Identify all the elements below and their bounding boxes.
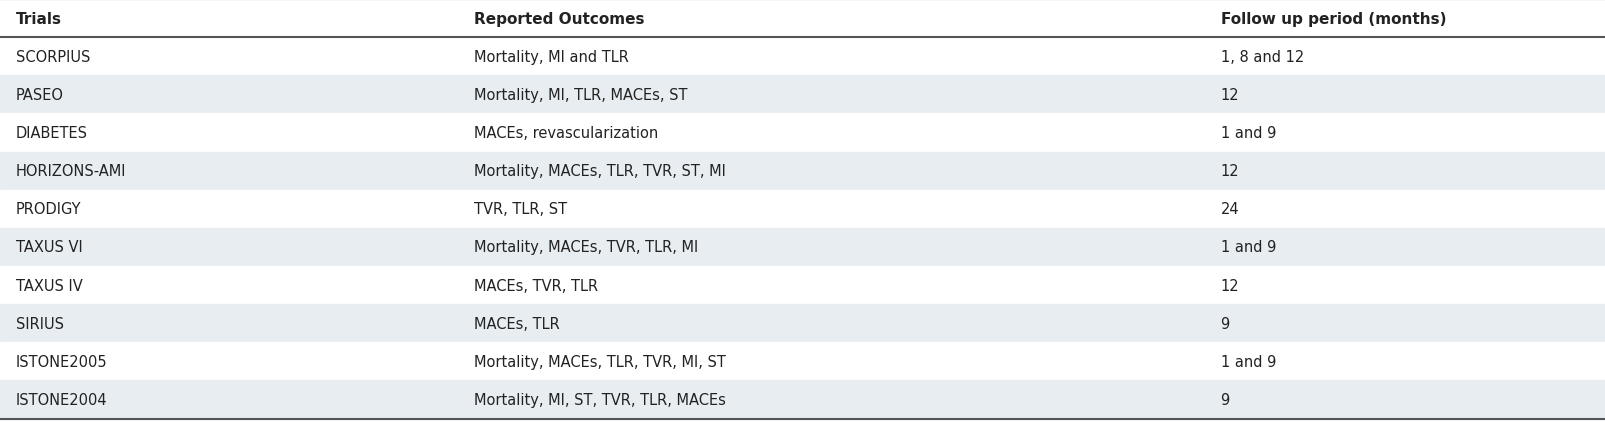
Bar	[0, 266, 1605, 304]
Text: MACEs, revascularization: MACEs, revascularization	[473, 126, 658, 141]
Bar	[0, 304, 1605, 342]
Text: MACEs, TLR: MACEs, TLR	[473, 316, 559, 331]
Bar	[0, 342, 1605, 381]
Text: Mortality, MI, TLR, MACEs, ST: Mortality, MI, TLR, MACEs, ST	[473, 88, 687, 103]
Bar	[0, 38, 1605, 76]
Text: Mortality, MACEs, TVR, TLR, MI: Mortality, MACEs, TVR, TLR, MI	[473, 240, 698, 255]
Bar	[0, 381, 1605, 418]
Text: TVR, TLR, ST: TVR, TLR, ST	[473, 202, 567, 217]
Text: 9: 9	[1220, 392, 1229, 407]
Text: 1, 8 and 12: 1, 8 and 12	[1220, 49, 1303, 64]
Text: HORIZONS-AMI: HORIZONS-AMI	[16, 164, 127, 179]
Bar	[0, 0, 1605, 38]
Text: 12: 12	[1220, 88, 1239, 103]
Text: SCORPIUS: SCORPIUS	[16, 49, 90, 64]
Text: 1 and 9: 1 and 9	[1220, 126, 1274, 141]
Text: 24: 24	[1220, 202, 1239, 217]
Text: DIABETES: DIABETES	[16, 126, 88, 141]
Bar	[0, 152, 1605, 190]
Text: Trials: Trials	[16, 12, 63, 27]
Text: 12: 12	[1220, 164, 1239, 179]
Text: SIRIUS: SIRIUS	[16, 316, 64, 331]
Text: 12: 12	[1220, 278, 1239, 293]
Text: PASEO: PASEO	[16, 88, 64, 103]
Text: TAXUS VI: TAXUS VI	[16, 240, 83, 255]
Bar	[0, 190, 1605, 228]
Text: Mortality, MI, ST, TVR, TLR, MACEs: Mortality, MI, ST, TVR, TLR, MACEs	[473, 392, 725, 407]
Text: Mortality, MACEs, TLR, TVR, MI, ST: Mortality, MACEs, TLR, TVR, MI, ST	[473, 354, 725, 369]
Text: Reported Outcomes: Reported Outcomes	[473, 12, 644, 27]
Bar	[0, 76, 1605, 114]
Text: Mortality, MI and TLR: Mortality, MI and TLR	[473, 49, 628, 64]
Text: 1 and 9: 1 and 9	[1220, 354, 1274, 369]
Text: Follow up period (months): Follow up period (months)	[1220, 12, 1444, 27]
Text: PRODIGY: PRODIGY	[16, 202, 82, 217]
Text: ISTONE2004: ISTONE2004	[16, 392, 108, 407]
Text: TAXUS IV: TAXUS IV	[16, 278, 83, 293]
Text: ISTONE2005: ISTONE2005	[16, 354, 108, 369]
Text: 1 and 9: 1 and 9	[1220, 240, 1274, 255]
Text: Mortality, MACEs, TLR, TVR, ST, MI: Mortality, MACEs, TLR, TVR, ST, MI	[473, 164, 725, 179]
Bar	[0, 228, 1605, 266]
Bar	[0, 114, 1605, 152]
Text: 9: 9	[1220, 316, 1229, 331]
Text: MACEs, TVR, TLR: MACEs, TVR, TLR	[473, 278, 597, 293]
